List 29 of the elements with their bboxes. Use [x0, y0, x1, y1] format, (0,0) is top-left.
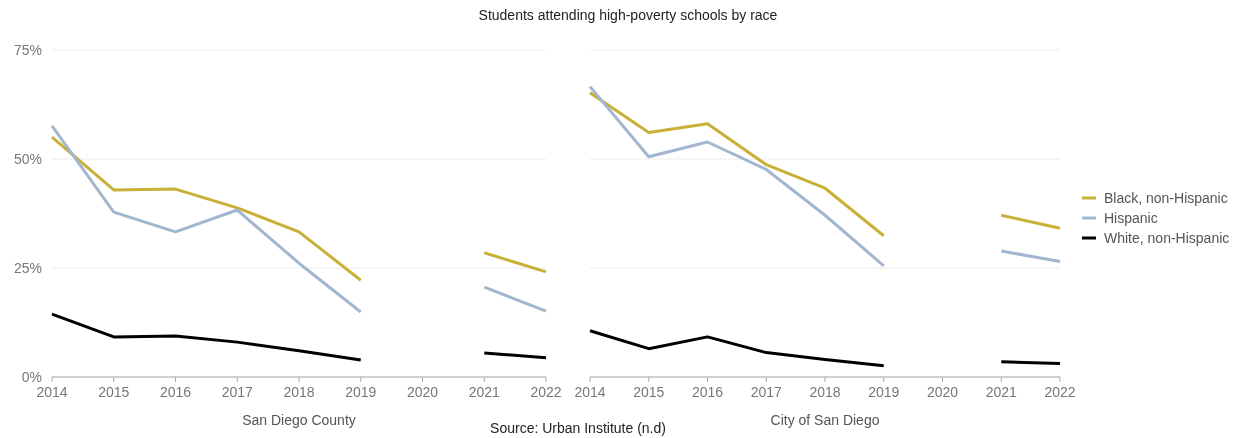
- x-tick-label: 2016: [159, 384, 192, 400]
- legend-label: White, non-Hispanic: [1104, 229, 1230, 246]
- x-tick-label: 2015: [633, 384, 665, 400]
- x-tick-label: 2014: [574, 384, 606, 400]
- legend-label: Black, non-Hispanic: [1104, 189, 1228, 206]
- x-tick-label: 2019: [345, 384, 377, 400]
- y-tick-label: 25%: [13, 259, 42, 276]
- x-tick-label: 2022: [1044, 384, 1076, 400]
- x-tick-label: 2022: [530, 384, 562, 400]
- x-axis-title: City of San Diego: [770, 412, 880, 428]
- y-tick-label: 0%: [21, 368, 42, 385]
- x-tick-label: 2014: [36, 384, 68, 400]
- source-note: Source: Urban Institute (n.d): [490, 420, 666, 436]
- x-tick-label: 2017: [750, 384, 783, 400]
- x-tick-label: 2015: [98, 384, 130, 400]
- x-tick-label: 2019: [868, 384, 900, 400]
- text: Students attending high-poverty schools by race: [478, 7, 778, 23]
- x-tick-label: 2020: [926, 384, 959, 400]
- y-tick-label: 75%: [13, 41, 42, 58]
- x-tick-label: 2016: [691, 384, 724, 400]
- x-tick-label: 2017: [221, 384, 254, 400]
- legend-label: Hispanic: [1104, 209, 1158, 226]
- x-tick-label: 2018: [809, 384, 841, 400]
- x-tick-label: 2020: [406, 384, 439, 400]
- x-tick-label: 2021: [468, 384, 501, 400]
- x-tick-label: 2021: [985, 384, 1018, 400]
- x-tick-label: 2018: [283, 384, 315, 400]
- y-tick-label: 50%: [13, 150, 42, 167]
- x-axis-title: San Diego County: [242, 412, 356, 428]
